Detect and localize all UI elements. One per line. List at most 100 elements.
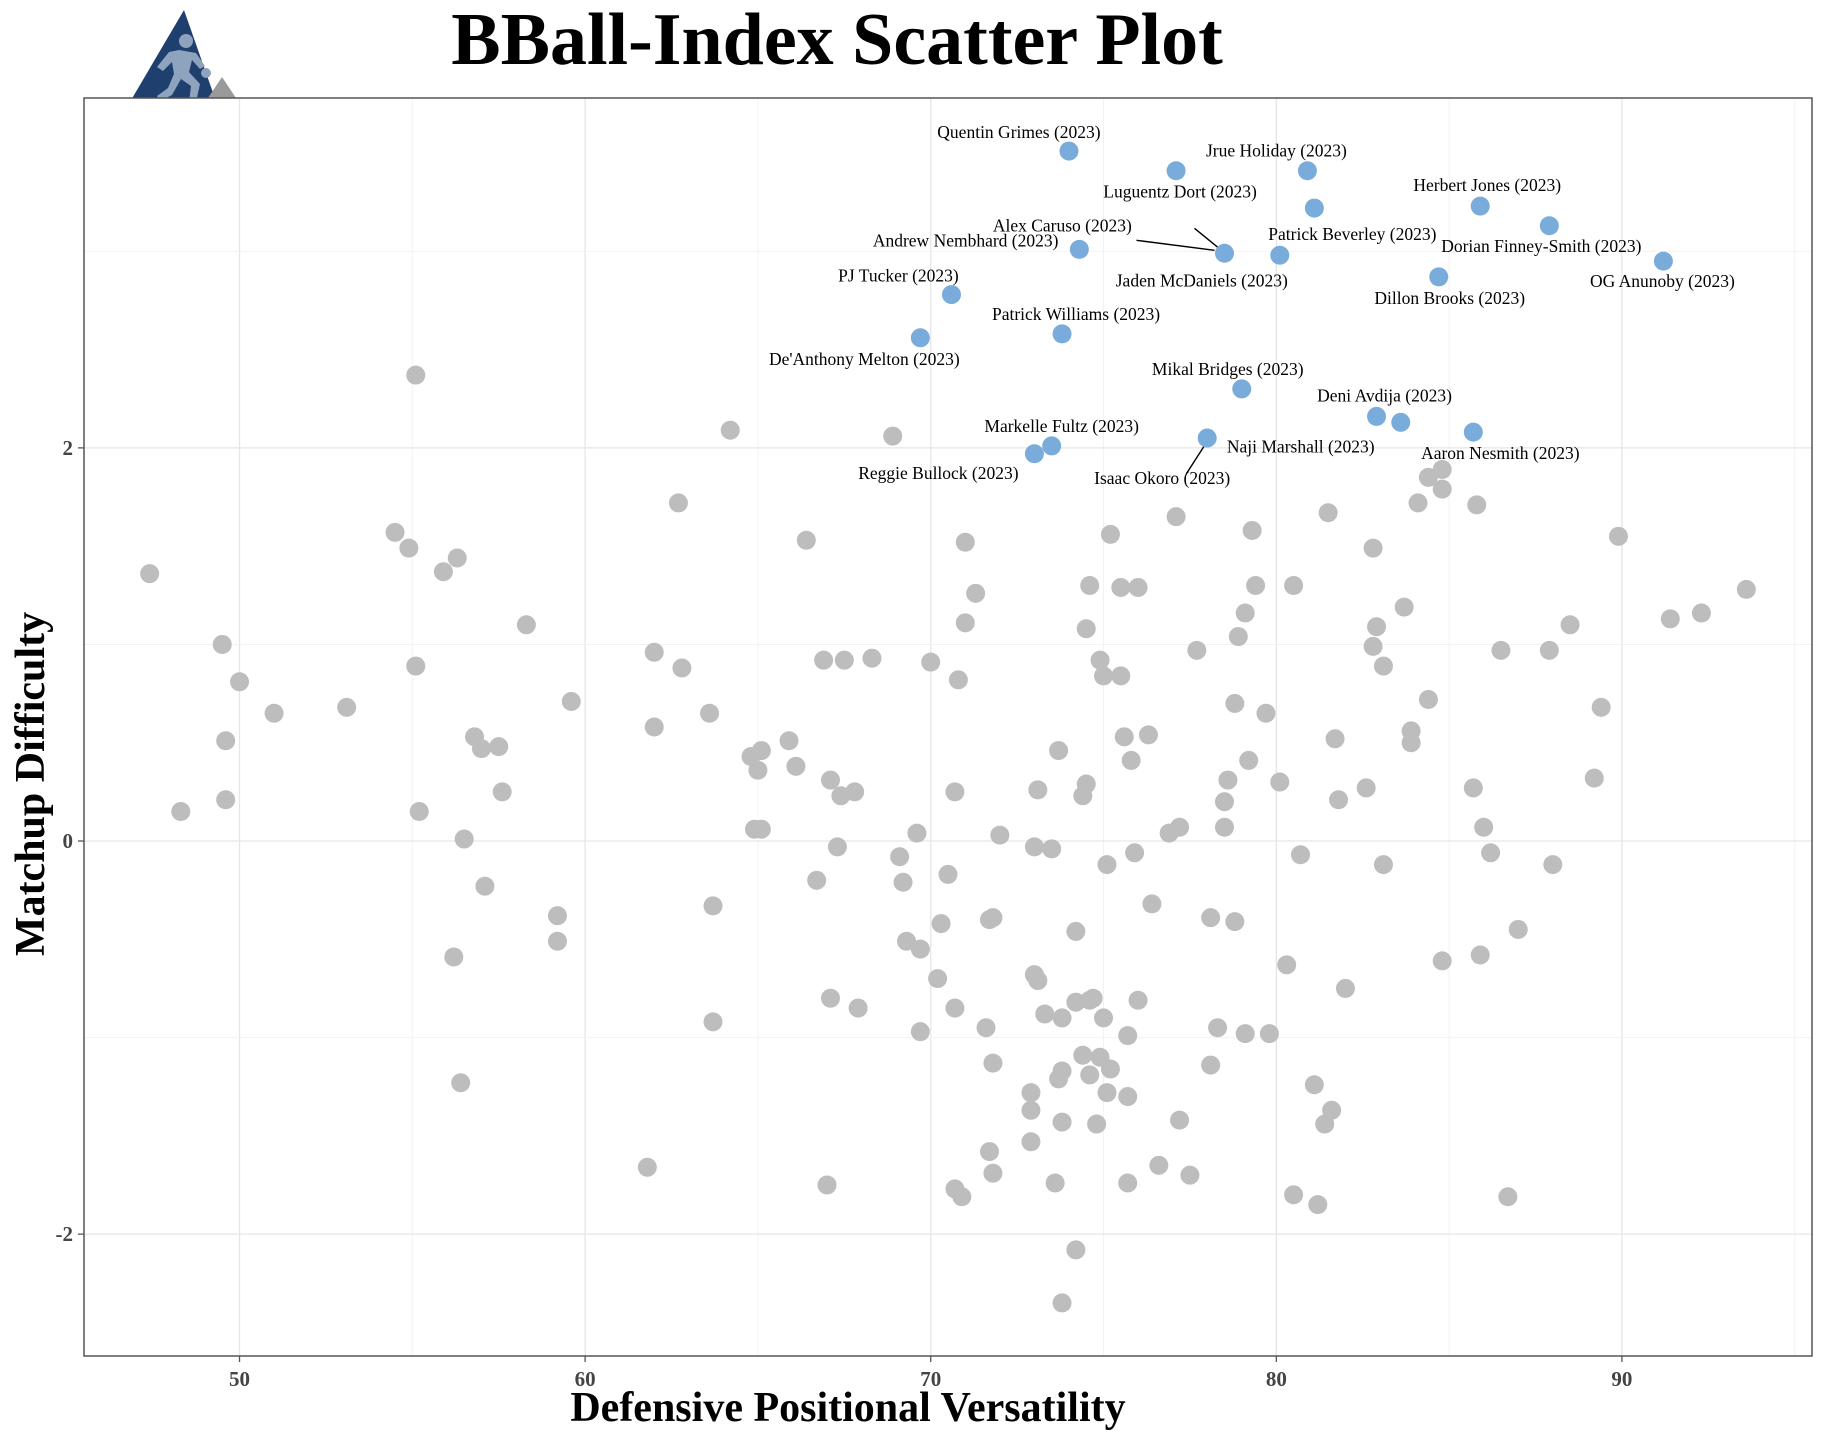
data-point (820, 770, 840, 790)
data-point (406, 656, 426, 676)
point-label: Dillon Brooks (2023) (1374, 288, 1525, 308)
data-point (1214, 817, 1234, 837)
data-point (475, 876, 495, 896)
data-point (644, 717, 664, 737)
y-tick-label: 0 (63, 829, 74, 853)
data-point (1170, 817, 1190, 837)
data-point (1028, 780, 1048, 800)
data-point (547, 931, 567, 951)
label-leader-lines (1136, 227, 1222, 475)
data-point (1418, 467, 1438, 487)
highlighted-data-point (1539, 216, 1559, 236)
data-point (1291, 845, 1311, 865)
data-point (1128, 577, 1148, 597)
data-point (966, 583, 986, 603)
data-point (1235, 1024, 1255, 1044)
data-point (1170, 1110, 1190, 1130)
data-point (216, 790, 236, 810)
data-point (492, 782, 512, 802)
data-point (1325, 729, 1345, 749)
data-point (748, 760, 768, 780)
point-label: Quentin Grimes (2023) (937, 122, 1100, 142)
x-axis-title: Defensive Positional Versatility (570, 1385, 1125, 1431)
data-point (751, 741, 771, 761)
data-point (1225, 693, 1245, 713)
data-point (1118, 1026, 1138, 1046)
data-point (1228, 627, 1248, 647)
data-point (1432, 479, 1452, 499)
point-label: Alex Caruso (2023) (993, 215, 1132, 235)
data-point (779, 731, 799, 751)
data-point (1118, 1087, 1138, 1107)
data-point (1049, 741, 1069, 761)
highlighted-data-point (1059, 141, 1079, 161)
data-point (644, 642, 664, 662)
data-point (1418, 689, 1438, 709)
chart-title: BBall-Index Scatter Plot (451, 0, 1223, 81)
data-point (489, 737, 509, 757)
point-label: Deni Avdija (2023) (1317, 385, 1452, 405)
data-point (1080, 1065, 1100, 1085)
highlighted-data-point (1069, 239, 1089, 259)
data-point (928, 969, 948, 989)
data-point (1180, 1165, 1200, 1185)
data-point (1432, 460, 1452, 480)
data-point (409, 802, 429, 822)
label-leader-line (1136, 239, 1215, 251)
highlighted-data-point (1232, 379, 1252, 399)
data-point (979, 1142, 999, 1162)
data-point (845, 782, 865, 802)
point-label: PJ Tucker (2023) (838, 266, 959, 286)
highlighted-data-point (1463, 422, 1483, 442)
data-point (1284, 575, 1304, 595)
highlighted-data-point (910, 328, 930, 348)
y-tick-label: -2 (56, 1222, 74, 1246)
data-point (1508, 919, 1528, 939)
x-tick-label: 90 (1611, 1367, 1632, 1391)
data-point (1401, 733, 1421, 753)
data-point (1239, 750, 1259, 770)
data-point (1498, 1187, 1518, 1207)
data-point (451, 1073, 471, 1093)
data-point (1052, 1293, 1072, 1313)
data-point (827, 837, 847, 857)
data-point (1076, 774, 1096, 794)
data-point (637, 1157, 657, 1177)
data-point (561, 691, 581, 711)
data-point (1304, 1075, 1324, 1095)
plot-background (84, 98, 1812, 1356)
x-tick-label: 50 (229, 1367, 250, 1391)
highlighted-data-point (1270, 245, 1290, 265)
data-point (1187, 640, 1207, 660)
x-axis-ticks: 50 60 70 80 90 (229, 1356, 1632, 1391)
data-point (1214, 792, 1234, 812)
data-point (848, 998, 868, 1018)
data-point (1142, 894, 1162, 914)
data-point (1035, 1004, 1055, 1024)
data-point (1024, 837, 1044, 857)
data-point (1097, 1083, 1117, 1103)
data-point (1087, 1114, 1107, 1134)
data-point (1481, 843, 1501, 863)
plot-panel: Quentin Grimes (2023) Jrue Holiday (2023)… (83, 97, 1813, 1357)
data-point (1066, 921, 1086, 941)
data-point (433, 562, 453, 582)
highlighted-data-point (1429, 267, 1449, 287)
data-point (1367, 617, 1387, 637)
data-point (952, 1187, 972, 1207)
data-point (1373, 656, 1393, 676)
data-point (1329, 790, 1349, 810)
data-point (945, 998, 965, 1018)
point-label: Mikal Bridges (2023) (1152, 359, 1304, 379)
data-point (1201, 1055, 1221, 1075)
data-point (399, 538, 419, 558)
data-point (1467, 495, 1487, 515)
data-point (938, 864, 958, 884)
data-point (1235, 603, 1255, 623)
highlighted-data-point (1653, 251, 1673, 271)
data-point (1373, 855, 1393, 875)
data-point (1066, 1240, 1086, 1260)
data-point (890, 847, 910, 867)
data-point (1691, 603, 1711, 623)
